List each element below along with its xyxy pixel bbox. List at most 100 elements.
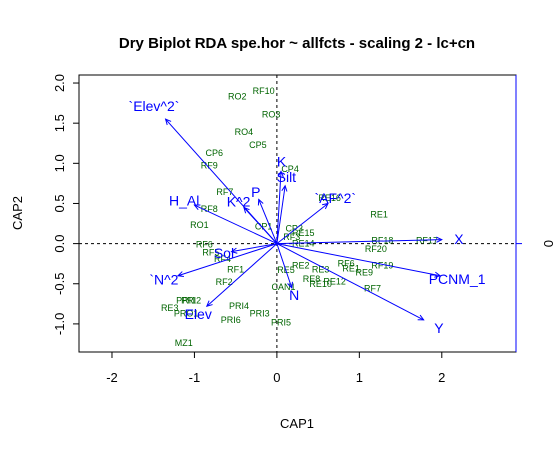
- site-label: RF3: [283, 232, 300, 242]
- vector-arrow: [258, 199, 278, 244]
- plot-frame: [78, 74, 517, 353]
- vector-label: X: [454, 231, 464, 247]
- y-axis-title: CAP2: [10, 196, 25, 230]
- site-label: CP6: [205, 148, 223, 158]
- vector-arrow: [276, 185, 286, 244]
- site-label: RF4: [214, 254, 231, 264]
- vector-label: P: [251, 184, 260, 200]
- site-label: RF20: [365, 244, 387, 254]
- x-axis: -2 -1 0 1 2: [106, 352, 445, 385]
- site-label: RF9: [201, 161, 218, 171]
- vector-arrowhead: [230, 247, 238, 254]
- x-tick-label: -2: [106, 370, 118, 385]
- site-label: RE12: [323, 276, 346, 286]
- vector-label: H_Al: [169, 192, 199, 208]
- vector-arrowhead: [243, 206, 250, 214]
- vector-arrowhead: [277, 170, 284, 178]
- x-tick-label: 1: [356, 370, 363, 385]
- vector-arrow: [276, 239, 442, 245]
- vector-arrow: [243, 207, 278, 244]
- vector-arrow: [231, 243, 277, 253]
- y-tick-label: 1.0: [52, 154, 67, 172]
- site-label: RE10: [309, 279, 332, 289]
- site-label: RO2: [228, 92, 247, 102]
- site-label: PRI2: [181, 296, 201, 306]
- site-label: RF7: [216, 187, 233, 197]
- vector-arrowhead: [322, 202, 329, 210]
- site-label: RE15: [292, 228, 315, 238]
- vector-label: PCNM_1: [429, 271, 486, 287]
- site-label: RF8: [201, 204, 218, 214]
- vector-label: Silt: [277, 169, 297, 185]
- vector-arrowhead: [205, 300, 213, 308]
- site-label: PRO1: [174, 308, 199, 318]
- vector-label: `Elev^2`: [129, 98, 180, 114]
- vector-arrow: [276, 243, 441, 277]
- vector-arrow: [177, 243, 278, 277]
- vector-label: Y: [434, 320, 444, 336]
- y-axis: -1.0 -0.5 0.0 0.5 1.0 1.5 2.0: [52, 74, 79, 335]
- site-label: PRI5: [271, 317, 291, 327]
- site-label: RE16: [318, 193, 341, 203]
- site-label: RE9: [356, 268, 374, 278]
- x-axis-title: CAP1: [280, 416, 314, 431]
- site-label: RE14: [292, 239, 315, 249]
- site-label: MZ1: [175, 338, 193, 348]
- y-tick-label: 0.5: [52, 194, 67, 212]
- site-label: RF18: [371, 235, 393, 245]
- vector-label: K^2: [227, 194, 251, 210]
- vector-arrow: [206, 243, 278, 307]
- site-label: RF2: [216, 277, 233, 287]
- vector-arrowhead: [257, 198, 264, 206]
- chart-title: Dry Biplot RDA spe.hor ~ allfcts - scali…: [119, 35, 475, 52]
- vector-label: Elev: [185, 306, 212, 322]
- vector-label: N: [289, 287, 299, 303]
- vector-arrowhead: [281, 184, 288, 192]
- site-label: RF10: [253, 86, 275, 96]
- site-label: RF6: [338, 259, 355, 269]
- vector-arrowhead: [164, 118, 172, 126]
- site-label: RO1: [190, 220, 209, 230]
- site-label: RE2: [292, 260, 310, 270]
- zero-lines: [79, 75, 516, 352]
- vector-arrow: [276, 171, 282, 244]
- site-label: RF5: [202, 247, 219, 257]
- x-tick-label: 2: [438, 370, 445, 385]
- site-label: RO4: [235, 127, 254, 137]
- site-label: RF19: [371, 260, 393, 270]
- vector-arrowhead: [434, 271, 442, 278]
- vector-label: Sol: [214, 245, 234, 261]
- x-tick-label: 0: [273, 370, 280, 385]
- site-label: RE1: [370, 210, 388, 220]
- vector-arrowhead: [417, 314, 425, 321]
- site-label: RF7: [364, 284, 381, 294]
- vector-arrowhead: [436, 236, 443, 243]
- y-tick-label: 0.0: [52, 235, 67, 253]
- site-label: RE8: [303, 274, 321, 284]
- y-tick-label: -1.0: [52, 313, 67, 335]
- vector-label: K: [277, 154, 287, 170]
- site-label: CP4: [281, 164, 299, 174]
- vector-arrowhead: [176, 271, 184, 278]
- y-tick-label: 1.5: [52, 114, 67, 132]
- site-label: RE1: [342, 263, 360, 273]
- vector-arrow: [194, 204, 278, 245]
- site-label: PRI3: [250, 308, 270, 318]
- site-label: RE3: [312, 264, 330, 274]
- site-label: CP3: [285, 223, 303, 233]
- y-tick-label: -0.5: [52, 273, 67, 295]
- vector-label: `N^2`: [149, 272, 183, 288]
- vector-arrow: [276, 203, 329, 245]
- vector-arrowhead: [193, 204, 201, 211]
- site-label: CP5: [249, 140, 267, 150]
- y-tick-label: 2.0: [52, 74, 67, 92]
- site-label: RE3: [161, 303, 179, 313]
- site-label: PRI4: [229, 301, 249, 311]
- vector-label: `AF^2`: [314, 190, 356, 206]
- x-tick-label: -1: [189, 370, 201, 385]
- site-label: PRI1: [176, 296, 196, 306]
- vector-arrow: [276, 243, 424, 321]
